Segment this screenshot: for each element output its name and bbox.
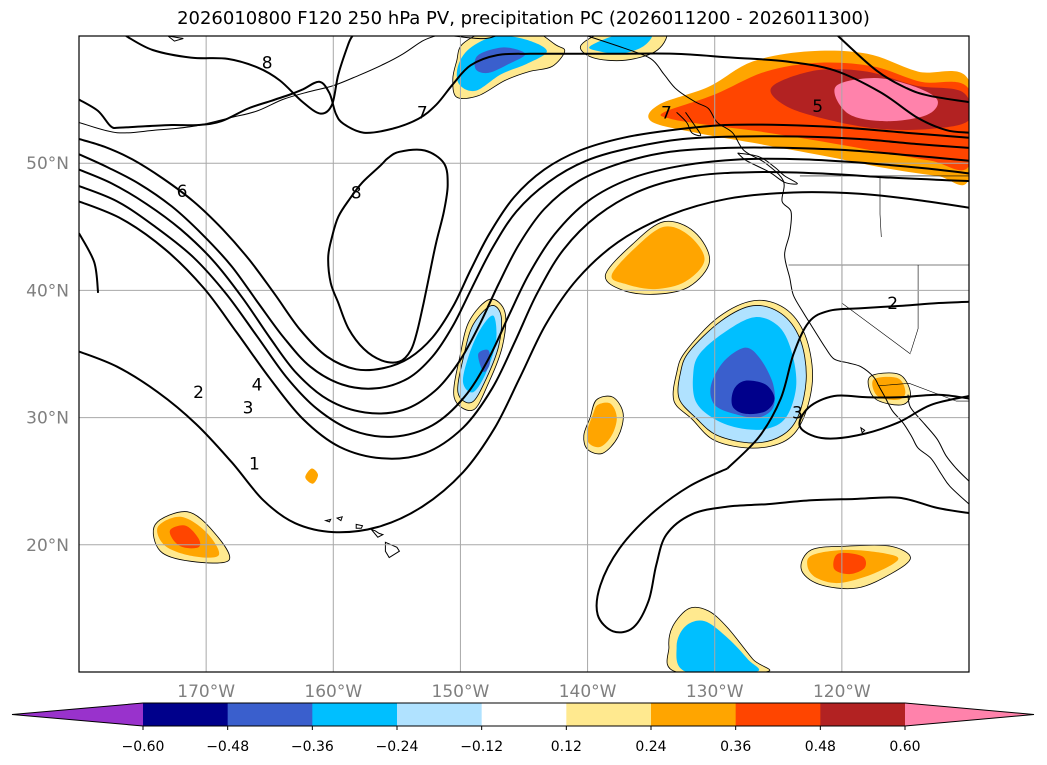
colorbar-segment xyxy=(566,703,652,726)
lat-tick-label: 30°N xyxy=(26,409,69,429)
pv-contour xyxy=(79,171,969,460)
colorbar-tick-label: 0.60 xyxy=(889,739,920,755)
colorbar-tick-label: −0.24 xyxy=(376,739,419,755)
precip-region xyxy=(676,620,760,672)
pv-contour xyxy=(79,135,969,390)
colorbar-segment xyxy=(397,703,483,726)
coastline xyxy=(454,36,498,40)
colorbar-segment xyxy=(651,703,737,726)
pv-contour xyxy=(798,393,969,440)
pv-contour-label: 2 xyxy=(193,383,204,403)
island xyxy=(335,516,343,522)
island xyxy=(355,523,364,529)
precip-region xyxy=(169,525,201,549)
pv-contour xyxy=(79,157,969,438)
colorbar-tick-label: −0.60 xyxy=(122,739,165,755)
lat-tick-label: 40°N xyxy=(26,281,69,301)
pv-contour xyxy=(79,232,100,294)
lat-tick-label: 50°N xyxy=(26,154,69,174)
colorbar-tick-label: 0.12 xyxy=(551,739,582,755)
precip-region xyxy=(305,468,319,484)
pv-contour-label: 5 xyxy=(812,97,823,117)
colorbar-segment xyxy=(312,703,398,726)
colorbar-tick-label: 0.36 xyxy=(720,739,751,755)
precip-region xyxy=(478,349,491,373)
precip-outline xyxy=(604,220,711,295)
pv-contour xyxy=(79,191,969,534)
precipitation-fill-layer xyxy=(152,36,969,672)
coastline xyxy=(907,394,969,482)
pv-contour-label: 8 xyxy=(262,54,273,74)
pv-contour-label: 6 xyxy=(177,182,188,202)
map-frame xyxy=(78,35,970,673)
colorbar: −0.60 −0.48 −0.36 −0.24 −0.12 0.12 0.24 0.36 0.4… xyxy=(11,702,1035,755)
precip-region xyxy=(589,36,653,55)
colorbar-segment xyxy=(227,703,313,726)
precip-region xyxy=(731,380,775,415)
island xyxy=(384,541,401,559)
pv-contour-label: 1 xyxy=(249,454,260,474)
pv-contour-label: 3 xyxy=(792,404,803,424)
pv-contour xyxy=(79,123,969,372)
lon-tick-label: 120°W xyxy=(813,682,871,702)
pv-contour xyxy=(837,36,969,104)
precip-region xyxy=(834,77,938,122)
pv-contour xyxy=(79,146,969,415)
pv-contour-label: 2 xyxy=(887,294,898,314)
pv-contour xyxy=(79,52,969,134)
chart-title: 2026010800 F120 250 hPa PV, precipitatio… xyxy=(177,8,870,29)
colorbar-extend-high xyxy=(905,703,1034,726)
colorbar-tick-label: −0.36 xyxy=(291,739,334,755)
coastline xyxy=(587,36,969,505)
precip-outline xyxy=(580,36,668,62)
lon-tick-label: 140°W xyxy=(559,682,617,702)
island xyxy=(167,36,184,42)
lon-tick-label: 130°W xyxy=(686,682,744,702)
colorbar-segment xyxy=(481,703,567,726)
pv-contour-label: 7 xyxy=(417,103,428,123)
precip-outline xyxy=(666,606,771,672)
precip-region xyxy=(611,226,705,290)
graticule-layer xyxy=(79,36,969,672)
lon-tick-label: 150°W xyxy=(432,682,490,702)
pv-contour-layer xyxy=(79,36,969,634)
colorbar-extend-low xyxy=(12,703,143,726)
pv-contour-label: 8 xyxy=(351,183,362,203)
precip-region xyxy=(872,376,906,400)
island xyxy=(323,518,332,523)
precip-outline xyxy=(152,511,231,564)
precip-region xyxy=(587,402,617,448)
island xyxy=(860,426,866,434)
lat-tick-label: 20°N xyxy=(26,536,69,556)
pv-contour xyxy=(327,148,449,364)
island xyxy=(369,528,385,538)
colorbar-segment xyxy=(143,703,229,726)
coastline xyxy=(676,111,702,137)
colorbar-tick-label: −0.12 xyxy=(460,739,503,755)
precip-outline xyxy=(452,36,566,99)
pv-contour-label: 7 xyxy=(661,103,672,123)
colorbar-segment xyxy=(820,703,906,726)
pv-contour xyxy=(125,36,354,115)
state-border xyxy=(879,177,882,238)
colorbar-segment xyxy=(735,703,821,726)
pv-contour-label: 4 xyxy=(252,376,263,396)
state-border xyxy=(878,382,969,402)
colorbar-tick-label: 0.48 xyxy=(805,739,836,755)
state-border xyxy=(910,265,919,353)
precip-outline xyxy=(672,299,814,449)
pv-contour xyxy=(595,467,969,634)
precip-outline xyxy=(800,544,911,590)
lon-tick-label: 170°W xyxy=(177,682,235,702)
pv-contour xyxy=(726,300,969,470)
precip-outline xyxy=(677,305,807,444)
pv-contour-label: 3 xyxy=(243,398,254,418)
lon-tick-label: 160°W xyxy=(304,682,362,702)
axis-tick-labels: 170°W 160°W 150°W 140°W 130°W 120°W 20°N 30°N 40… xyxy=(26,154,871,702)
colorbar-tick-label: 0.24 xyxy=(635,739,666,755)
colorbar-tick-label: −0.48 xyxy=(206,739,249,755)
